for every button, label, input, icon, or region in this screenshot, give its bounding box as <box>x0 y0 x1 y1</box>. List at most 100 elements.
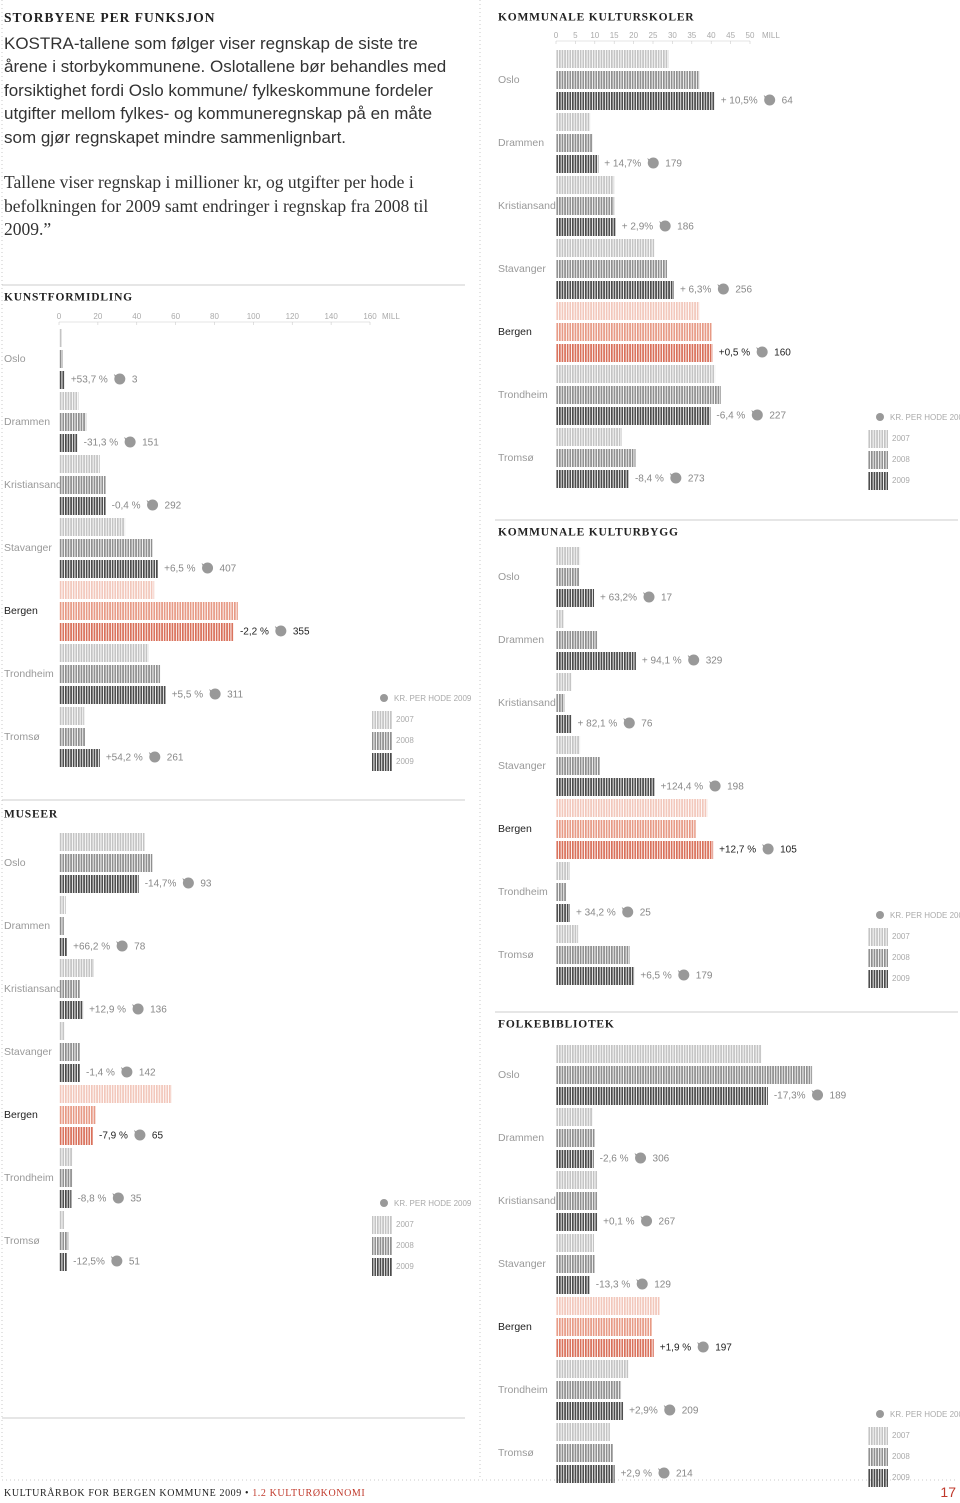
person-icon <box>811 1090 818 1098</box>
category-label: Oslo <box>498 1069 520 1081</box>
change-label: + 94,1 % <box>642 656 682 667</box>
x-tick-label: 40 <box>132 312 141 321</box>
bar <box>556 736 581 754</box>
person-icon <box>697 1342 704 1350</box>
bar <box>59 959 94 977</box>
x-tick-label: 100 <box>247 312 261 321</box>
chart: KOMMUNALE KULTURSKOLER 0 5 10 15 20 25 30 35 40 45… <box>498 12 960 490</box>
per-capita-label: 198 <box>727 782 744 793</box>
legend-swatch <box>868 472 888 490</box>
chart: FOLKEBIBLIOTEK Oslo -17,3% 189 Drammen -2,6 %… <box>498 1019 960 1487</box>
bar <box>556 1360 629 1378</box>
person-icon <box>687 655 694 663</box>
legend-label: 2008 <box>892 1452 910 1461</box>
x-tick-label: 35 <box>687 31 696 40</box>
x-tick-label: 30 <box>668 31 677 40</box>
bar <box>59 371 65 389</box>
per-capita-label: 105 <box>780 845 797 856</box>
category-label: Bergen <box>498 326 532 338</box>
bar <box>59 350 63 368</box>
per-capita-label: 214 <box>676 1469 693 1480</box>
bar <box>59 539 153 557</box>
category-label: Trondheim <box>498 389 548 401</box>
legend-swatch <box>372 1216 392 1234</box>
change-label: +0,5 % <box>719 348 751 359</box>
per-capita-label: 25 <box>640 908 652 919</box>
bar <box>59 602 238 620</box>
bar <box>59 1106 96 1124</box>
category-label: Stavanger <box>4 1046 52 1058</box>
per-capita-label: 311 <box>227 690 243 701</box>
legend-label: 2008 <box>396 736 414 745</box>
change-label: -12,5% <box>73 1257 105 1268</box>
person-icon <box>621 907 628 915</box>
per-capita-label: 64 <box>782 96 794 107</box>
bar <box>556 778 655 796</box>
category-label: Stavanger <box>4 542 52 554</box>
legend-swatch <box>372 711 392 729</box>
person-icon <box>133 1130 140 1138</box>
legend-swatch <box>868 1469 888 1487</box>
person-icon <box>201 563 208 571</box>
legend-swatch <box>868 1427 888 1445</box>
bar <box>59 644 149 662</box>
bar <box>59 728 86 746</box>
person-icon <box>677 970 684 978</box>
change-label: -2,6 % <box>600 1154 629 1165</box>
change-label: +6,5 % <box>640 971 672 982</box>
bar <box>59 1001 84 1019</box>
footer: KULTURÅRBOK FOR BERGEN KOMMUNE 2009 • 1.… <box>4 1488 365 1499</box>
x-tick-label: 0 <box>57 312 62 321</box>
person-icon <box>148 752 155 760</box>
bar <box>556 694 565 712</box>
x-tick-label: 20 <box>629 31 638 40</box>
bar <box>556 1045 762 1063</box>
per-capita-label: 189 <box>830 1091 847 1102</box>
change-label: -0,4 % <box>112 501 141 512</box>
bar <box>59 665 161 683</box>
category-label: Stavanger <box>498 1258 546 1270</box>
per-capita-label: 209 <box>682 1406 699 1417</box>
per-capita-label: 93 <box>200 879 212 890</box>
per-capita-label: 292 <box>165 501 182 512</box>
change-label: -13,3 % <box>596 1280 631 1291</box>
change-label: +1,9 % <box>660 1343 692 1354</box>
category-label: Tromsø <box>498 452 534 464</box>
change-label: + 82,1 % <box>578 719 618 730</box>
change-label: -1,4 % <box>86 1068 115 1079</box>
person-icon <box>658 1468 665 1476</box>
chart-title: FOLKEBIBLIOTEK <box>498 1019 615 1031</box>
intro-paragraph: KOSTRA-tallene som følger viser regnskap… <box>4 33 447 147</box>
person-icon <box>116 941 123 949</box>
bar <box>556 1255 595 1273</box>
legend-swatch <box>868 970 888 988</box>
bar <box>556 589 595 607</box>
axis-unit: MILL <box>762 31 780 40</box>
bar <box>556 407 711 425</box>
legend-label: 2009 <box>892 476 910 485</box>
change-label: -2,2 % <box>240 627 269 638</box>
person-icon <box>663 1405 670 1413</box>
x-tick-label: 120 <box>286 312 300 321</box>
per-capita-label: 355 <box>293 627 310 638</box>
change-label: + 2,9% <box>622 222 654 233</box>
change-label: -8,8 % <box>77 1194 106 1205</box>
bar <box>59 455 100 473</box>
bar <box>556 386 721 404</box>
per-capita-label: 142 <box>139 1068 156 1079</box>
change-label: +6,5 % <box>164 564 196 575</box>
category-label: Trondheim <box>498 886 548 898</box>
change-label: -31,3 % <box>84 438 119 449</box>
change-label: +54,2 % <box>106 753 143 764</box>
bar <box>59 896 66 914</box>
bar <box>556 449 636 467</box>
bar <box>556 71 700 89</box>
category-label: Drammen <box>498 137 544 149</box>
x-tick-label: 20 <box>93 312 102 321</box>
legend-swatch <box>372 732 392 750</box>
chart: KUNSTFORMIDLING 0 20 40 60 80 100 120 140 160 MILL… <box>4 292 472 771</box>
category-label: Drammen <box>498 634 544 646</box>
per-capita-label: 197 <box>715 1343 732 1354</box>
x-tick-label: 140 <box>324 312 338 321</box>
